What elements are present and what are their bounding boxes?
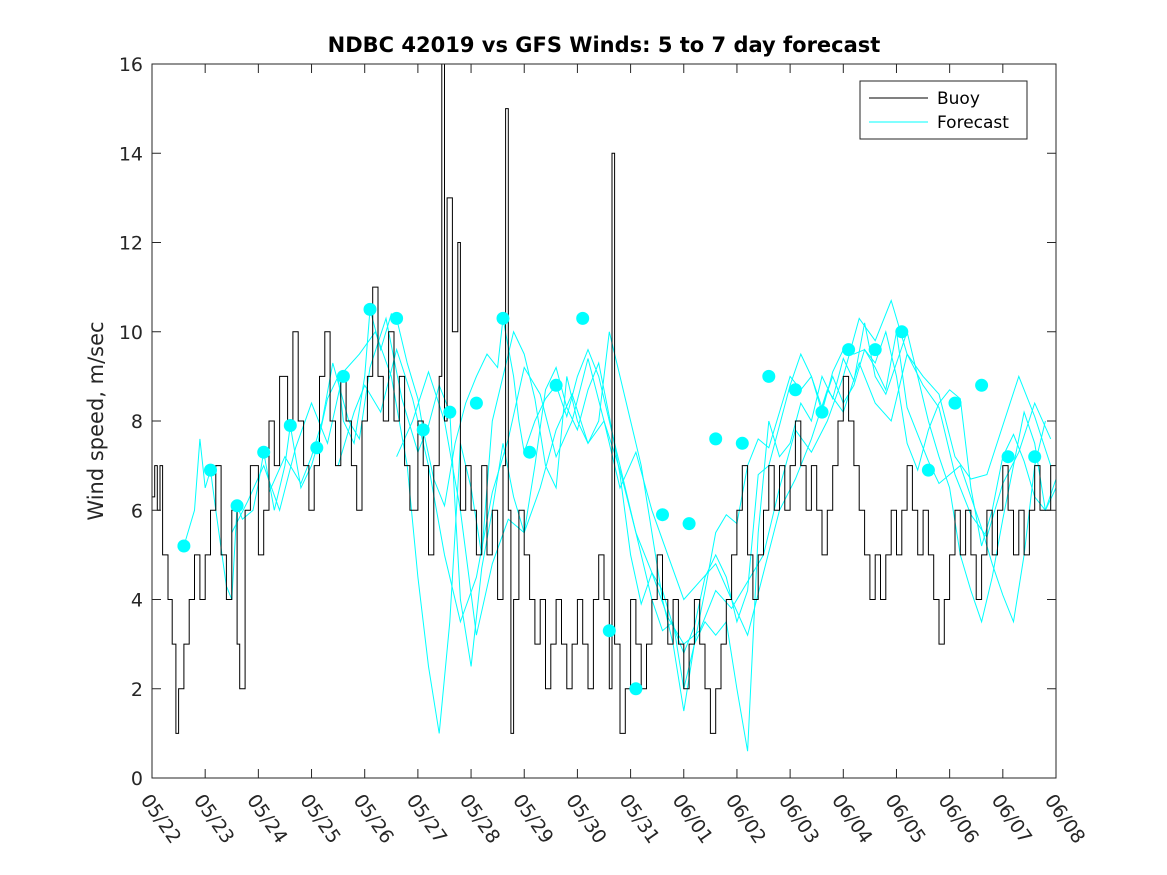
forecast-marker xyxy=(443,405,457,419)
y-tick-label: 2 xyxy=(131,679,143,701)
y-tick-label: 12 xyxy=(119,233,143,255)
forecast-marker xyxy=(868,343,882,357)
forecast-marker xyxy=(416,423,430,437)
legend-forecast-label: Forecast xyxy=(937,113,1009,133)
forecast-marker xyxy=(230,499,244,513)
forecast-marker xyxy=(842,343,856,357)
y-axis-label: Wind speed, m/sec xyxy=(84,321,108,520)
y-tick-label: 6 xyxy=(131,500,143,522)
forecast-marker xyxy=(948,396,962,410)
forecast-marker xyxy=(629,682,643,696)
legend-box xyxy=(859,80,1028,140)
forecast-marker xyxy=(656,508,669,522)
y-tick-label: 14 xyxy=(119,143,143,165)
forecast-marker xyxy=(523,445,537,459)
forecast-marker xyxy=(469,396,483,410)
forecast-marker xyxy=(788,383,802,397)
forecast-marker xyxy=(735,436,749,450)
axes-box xyxy=(151,63,1057,779)
forecast-marker xyxy=(549,378,563,392)
y-tick-label: 8 xyxy=(131,411,143,433)
legend: Buoy Forecast xyxy=(859,80,1028,140)
forecast-marker xyxy=(1001,450,1015,464)
forecast-marker xyxy=(602,624,616,638)
forecast-marker xyxy=(363,302,377,316)
forecast-marker xyxy=(682,517,696,531)
forecast-marker xyxy=(390,311,404,325)
forecast-marker xyxy=(709,432,723,446)
forecast-marker xyxy=(762,369,776,383)
forecast-marker xyxy=(283,419,297,432)
buoy-line xyxy=(152,64,1056,734)
y-tick-label: 10 xyxy=(119,322,143,344)
forecast-marker xyxy=(204,463,217,477)
forecast-marker xyxy=(895,325,909,339)
y-tick-label: 16 xyxy=(119,54,143,76)
forecast-marker xyxy=(496,311,510,325)
legend-buoy-label: Buoy xyxy=(937,89,980,109)
forecast-marker xyxy=(177,539,191,553)
forecast-marker xyxy=(310,441,324,455)
y-tick-label: 0 xyxy=(131,768,143,790)
forecast-marker xyxy=(975,378,989,392)
forecast-marker xyxy=(1028,450,1042,464)
forecast-marker xyxy=(257,445,271,459)
y-tick-label: 4 xyxy=(131,590,143,612)
forecast-marker xyxy=(815,405,829,419)
forecast-marker xyxy=(921,463,935,477)
forecast-line-4 xyxy=(337,347,1052,637)
chart-title: NDBC 42019 vs GFS Winds: 5 to 7 day fore… xyxy=(328,33,881,57)
forecast-marker xyxy=(576,311,590,325)
forecast-line-5 xyxy=(396,298,1052,645)
forecast-marker xyxy=(336,369,350,383)
